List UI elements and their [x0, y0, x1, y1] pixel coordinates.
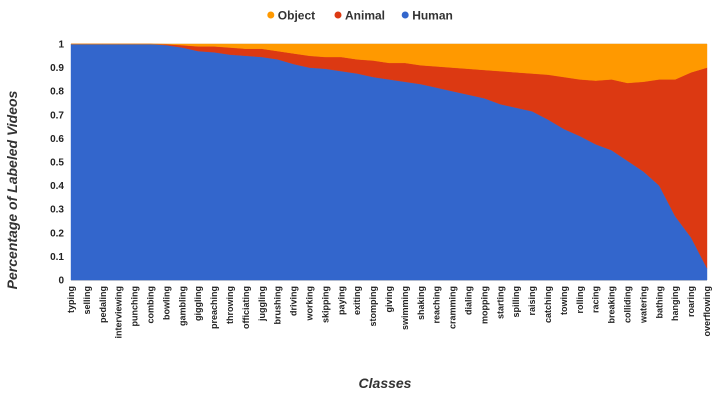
y-tick-label: 0.5 [50, 158, 64, 169]
x-tick-label: typing [66, 286, 76, 313]
legend-marker-object [267, 11, 275, 19]
y-tick-label: 0.8 [50, 87, 64, 98]
x-tick-label: combing [146, 286, 156, 324]
x-tick-label: officiating [241, 286, 251, 329]
x-tick-label: throwing [225, 286, 235, 324]
x-tick-label: dialing [464, 286, 474, 315]
x-tick-label: bowling [161, 286, 171, 320]
legend-label-animal: Animal [345, 9, 385, 23]
x-tick-label: bathing [654, 286, 664, 319]
x-tick-label: skipping [320, 286, 330, 323]
x-tick-label: overflowing [702, 286, 712, 337]
x-tick-label: watering [638, 286, 648, 324]
y-axis-ticks: 0 0.1 0.2 0.3 0.4 0.5 0.6 0.7 0.8 0.9 1 [50, 40, 64, 287]
x-tick-label: preaching [209, 286, 219, 329]
legend-item-object: Object [267, 9, 315, 23]
x-tick-label: giggling [193, 286, 203, 321]
x-tick-label: working [305, 286, 315, 322]
x-tick-label: paying [336, 286, 346, 315]
legend: Object Animal Human [267, 9, 453, 23]
x-axis-title: Classes [359, 375, 412, 391]
x-tick-label: interviewing [114, 286, 124, 339]
y-tick-label: 1 [58, 40, 64, 51]
x-tick-label: selling [82, 286, 92, 315]
y-tick-label: 0.3 [50, 205, 64, 216]
x-tick-label: colliding [623, 286, 633, 323]
area-series-object [71, 43, 708, 84]
y-tick-label: 0 [58, 276, 64, 287]
x-tick-label: mopping [479, 286, 489, 324]
legend-marker-human [401, 11, 409, 19]
plot-area [70, 43, 708, 281]
y-tick-label: 0.4 [50, 181, 64, 192]
y-tick-label: 0.7 [50, 110, 64, 121]
y-axis-title: Percentage of Labeled Videos [4, 90, 20, 289]
x-tick-label: brushing [273, 286, 283, 325]
x-tick-label: rolling [575, 286, 585, 314]
y-tick-label: 0.2 [50, 228, 64, 239]
x-tick-label: juggling [257, 286, 267, 322]
x-tick-label: towing [559, 286, 569, 315]
x-tick-label: driving [289, 286, 299, 316]
x-tick-label: gambling [177, 286, 187, 326]
legend-label-human: Human [412, 9, 453, 23]
x-tick-label: shaking [416, 286, 426, 320]
x-tick-label: roaring [686, 286, 696, 317]
x-axis-ticks: typing selling pedaling interviewing punchin… [66, 286, 712, 339]
x-tick-label: exiting [352, 286, 362, 315]
x-tick-label: stomping [368, 286, 378, 327]
x-tick-label: catching [543, 286, 553, 323]
x-tick-label: swimming [400, 286, 410, 330]
legend-marker-animal [334, 11, 342, 19]
x-tick-label: pedaling [98, 286, 108, 323]
y-tick-label: 0.9 [50, 63, 64, 74]
x-tick-label: raising [527, 286, 537, 316]
x-tick-label: starting [495, 286, 505, 319]
x-tick-label: reaching [432, 286, 442, 324]
x-tick-label: racing [591, 286, 601, 313]
x-tick-label: hanging [670, 286, 680, 321]
x-tick-label: punching [130, 286, 140, 327]
y-tick-label: 0.1 [50, 252, 64, 263]
x-tick-label: cramming [448, 286, 458, 329]
x-tick-label: breaking [607, 286, 617, 324]
legend-label-object: Object [278, 9, 315, 23]
legend-item-animal: Animal [334, 9, 385, 23]
x-tick-label: giving [384, 286, 394, 313]
legend-item-human: Human [401, 9, 453, 23]
x-tick-label: spilling [511, 286, 521, 318]
y-tick-label: 0.6 [50, 134, 64, 145]
